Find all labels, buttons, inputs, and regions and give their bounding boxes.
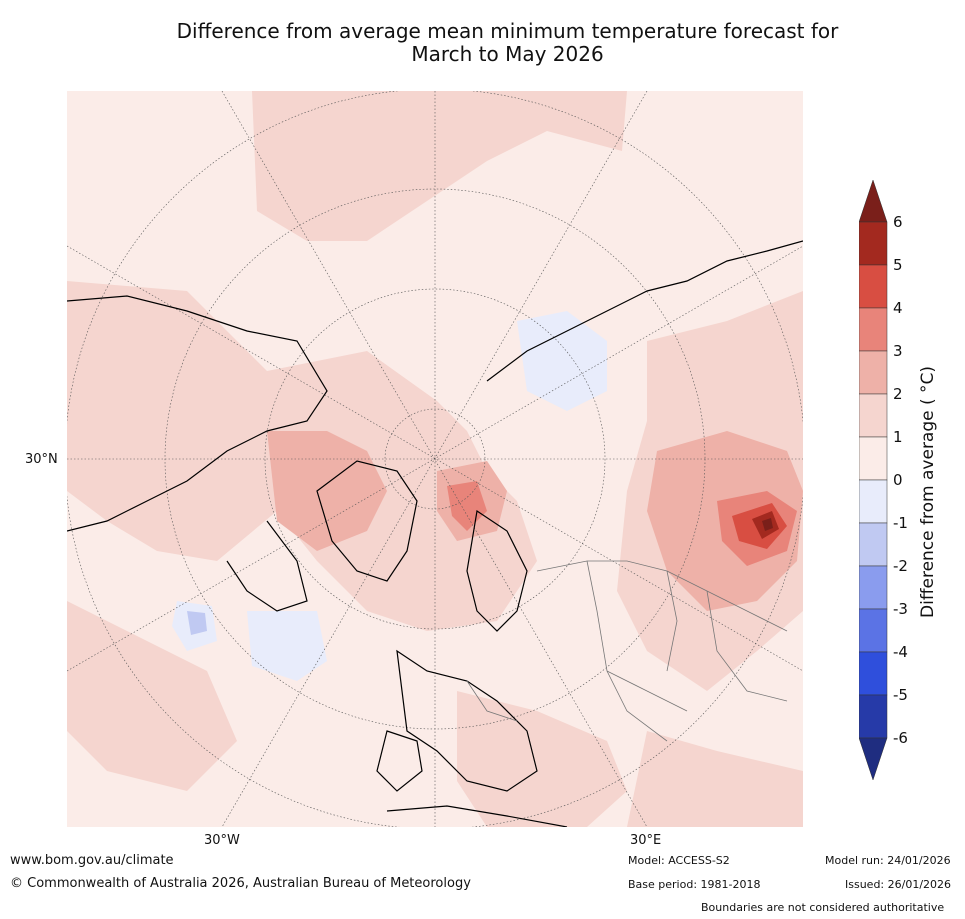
colorbar-band (859, 565, 888, 610)
country-borders (466, 560, 788, 742)
colorbar-band (859, 221, 888, 266)
scandinavia-outline (466, 509, 528, 632)
iberia-outline (376, 730, 423, 792)
anomaly-region-minus-1-2 (187, 611, 207, 635)
colorbar-tick-label: -2 (893, 557, 908, 575)
map-svg (67, 91, 803, 827)
lon-30e-label: 30°E (630, 833, 662, 848)
model-text: Model: ACCESS-S2 (628, 854, 730, 867)
forecast-map[interactable] (67, 91, 803, 827)
anomaly-region-1-2 (627, 731, 803, 827)
colorbar-band (859, 264, 888, 309)
europe-outline (396, 649, 538, 792)
colorbar: 6 5 4 3 2 1 0 -1 -2 -3 -4 -5 -6 (855, 180, 965, 785)
base-period-text: Base period: 1981-2018 (628, 878, 761, 891)
anomaly-region-3-4 (447, 481, 487, 531)
anomaly-region-1-2 (457, 691, 627, 827)
lat-30n-label: 30°N (25, 452, 58, 467)
title-line-1: Difference from average mean minimum tem… (176, 19, 839, 43)
colorbar-band (859, 522, 888, 567)
north-america-east-coast (226, 520, 308, 612)
copyright-text: © Commonwealth of Australia 2026, Austra… (10, 876, 471, 891)
anomaly-region-1-2 (67, 601, 237, 791)
colorbar-tick-label: -6 (893, 729, 908, 747)
colorbar-tick-label: -5 (893, 686, 908, 704)
colorbar-band (859, 393, 888, 438)
colorbar-tick-label: 1 (893, 428, 903, 446)
colorbar-band (859, 694, 888, 739)
title-line-2: March to May 2026 (411, 42, 604, 66)
model-run-text: Model run: 24/01/2026 (825, 854, 951, 867)
colorbar-tick-label: 3 (893, 342, 903, 360)
anomaly-region-minus-0-1 (247, 611, 327, 681)
colorbar-tick-label: -4 (893, 643, 908, 661)
colorbar-band (859, 350, 888, 395)
chart-title: Difference from average mean minimum tem… (60, 20, 955, 66)
anomaly-region-1-2 (252, 91, 627, 241)
anomaly-region-minus-0-1 (517, 311, 607, 411)
website-link[interactable]: www.bom.gov.au/climate (10, 853, 174, 868)
colorbar-tick-label: 6 (893, 213, 903, 231)
canada-arctic-coast (67, 295, 328, 532)
colorbar-label: Difference from average ( °C) (918, 365, 938, 618)
lon-30w-label: 30°W (204, 833, 240, 848)
colorbar-tick-label: -1 (893, 514, 908, 532)
colorbar-band (859, 651, 888, 696)
disclaimer-text: Boundaries are not considered authoritat… (701, 901, 945, 914)
colorbar-tick-label: 4 (893, 299, 903, 317)
colorbar-extend-high (859, 180, 888, 223)
colorbar-tick-label: 0 (893, 471, 903, 489)
coastlines (67, 240, 803, 827)
graticule (67, 91, 803, 827)
colorbar-svg (859, 180, 888, 781)
colorbar-band (859, 608, 888, 653)
anomaly-region-1-2 (67, 281, 297, 561)
colorbar-band (859, 307, 888, 352)
colorbar-tick-label: 5 (893, 256, 903, 274)
colorbar-extend-low (859, 737, 888, 781)
greenland-outline (316, 460, 418, 582)
anomaly-regions (67, 91, 803, 827)
colorbar-tick-label: -3 (893, 600, 908, 618)
eurasia-arctic-coast (486, 240, 803, 382)
colorbar-tick-label: 2 (893, 385, 903, 403)
anomaly-region-1-2 (267, 351, 537, 631)
colorbar-band (859, 479, 888, 524)
africa-coast (386, 805, 568, 827)
colorbar-band (859, 436, 888, 481)
anomaly-region-6-plus (762, 518, 773, 531)
issued-text: Issued: 26/01/2026 (845, 878, 952, 891)
